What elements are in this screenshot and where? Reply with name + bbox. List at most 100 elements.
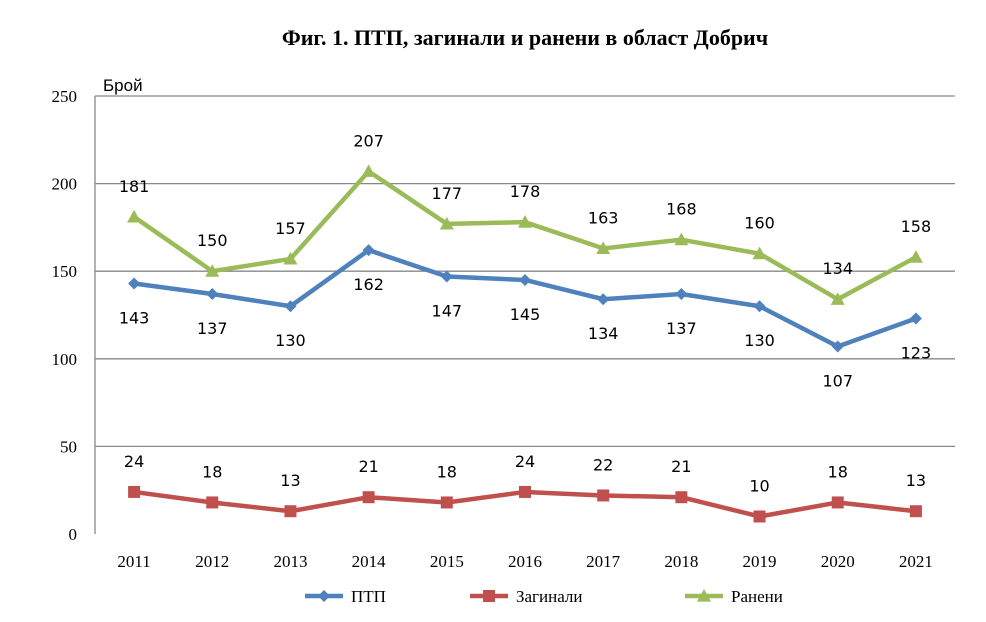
data-point (128, 485, 141, 498)
data-point (830, 292, 845, 305)
y-tick-label: 100 (52, 350, 78, 369)
y-tick-label: 50 (60, 437, 77, 456)
data-point (909, 505, 922, 518)
data-point (284, 300, 297, 313)
x-tick-label: 2016 (508, 552, 542, 571)
data-point (519, 485, 531, 498)
data-label: 13 (906, 471, 926, 490)
data-label: 18 (828, 462, 848, 481)
y-axis-label: Брой (103, 76, 143, 95)
data-point (597, 293, 610, 306)
data-label: 137 (666, 319, 697, 338)
x-tick-labels: 2011 2012 2013 2014 2015 2016 2017 2018 2019 2020… (117, 552, 933, 571)
x-tick-label: 2012 (195, 552, 229, 571)
data-label: 130 (275, 331, 306, 350)
x-tick-label: 2011 (117, 552, 150, 571)
data-label: 147 (432, 301, 463, 320)
data-point (831, 496, 844, 509)
data-label: 21 (671, 457, 691, 476)
data-point (361, 164, 376, 177)
data-point (284, 505, 297, 518)
legend-label: Ранени (731, 587, 783, 606)
data-point (283, 251, 298, 265)
data-point (753, 300, 766, 313)
data-label: 137 (197, 319, 228, 338)
x-tick-label: 2013 (273, 552, 307, 571)
data-point (439, 216, 454, 230)
data-label: 107 (822, 372, 853, 391)
legend-entry: Ранени (685, 587, 783, 606)
x-tick-label: 2017 (586, 552, 621, 571)
legend: ПТП Загинали Ранени (305, 587, 783, 606)
data-point (362, 491, 375, 504)
data-point (908, 250, 923, 263)
data-label: 145 (510, 305, 541, 324)
y-tick-label: 150 (52, 262, 78, 281)
data-labels: 143 137 130 162 147 145 134 137 130 107 123 24 18 13 2… (119, 131, 931, 495)
data-label: 177 (432, 184, 463, 203)
data-point (518, 215, 532, 228)
legend-marker (697, 589, 711, 602)
x-tick-label: 2021 (899, 552, 933, 571)
data-point (519, 273, 531, 286)
y-tick-label: 200 (52, 175, 78, 194)
data-point (440, 496, 453, 509)
data-point (206, 287, 219, 300)
data-label: 178 (510, 182, 541, 201)
data-label: 22 (593, 455, 613, 474)
data-label: 157 (275, 219, 306, 238)
series-2 (127, 164, 923, 305)
data-point (596, 241, 611, 255)
data-point (440, 270, 453, 283)
y-tick-label: 250 (52, 87, 78, 106)
data-label: 123 (901, 344, 932, 363)
x-tick-label: 2019 (743, 552, 777, 571)
data-label: 143 (119, 308, 150, 327)
x-tick-label: 2014 (352, 552, 387, 571)
data-label: 24 (124, 452, 144, 471)
data-point (206, 496, 219, 509)
data-label: 181 (119, 177, 150, 196)
data-label: 160 (744, 214, 775, 233)
data-label: 18 (437, 462, 457, 481)
data-point (753, 510, 766, 523)
data-label: 168 (666, 200, 697, 219)
legend-entry: Загинали (470, 587, 583, 606)
data-label: 207 (353, 131, 384, 150)
data-point (675, 491, 688, 504)
data-point (597, 489, 610, 502)
x-tick-label: 2015 (430, 552, 464, 571)
x-tick-label: 2018 (664, 552, 698, 571)
data-point (909, 312, 922, 325)
series-0 (128, 244, 922, 353)
data-label: 134 (822, 259, 853, 278)
data-label: 150 (197, 231, 228, 250)
x-tick-label: 2020 (821, 552, 855, 571)
gridlines (95, 95, 955, 448)
data-label: 134 (588, 324, 619, 343)
legend-label: Загинали (516, 587, 583, 606)
data-label: 24 (515, 452, 535, 471)
data-point (674, 232, 689, 246)
y-tick-labels: 0 50 100 150 200 250 (52, 87, 78, 544)
legend-marker (483, 590, 495, 602)
data-label: 130 (744, 331, 775, 350)
series-1 (128, 485, 922, 523)
data-label: 13 (280, 471, 300, 490)
legend-marker (318, 590, 330, 602)
chart-title: Фиг. 1. ПТП, загинали и ранени в област … (282, 25, 768, 50)
data-point (127, 209, 142, 223)
data-point (205, 264, 220, 277)
data-point (675, 287, 688, 300)
data-label: 21 (358, 457, 378, 476)
data-point (831, 340, 844, 353)
data-point (362, 244, 375, 257)
data-label: 158 (901, 217, 932, 236)
data-point (128, 277, 141, 290)
series-group (127, 164, 923, 523)
legend-label: ПТП (351, 587, 386, 606)
data-point (752, 246, 767, 260)
data-label: 10 (749, 476, 769, 495)
y-tick-label: 0 (69, 525, 78, 544)
